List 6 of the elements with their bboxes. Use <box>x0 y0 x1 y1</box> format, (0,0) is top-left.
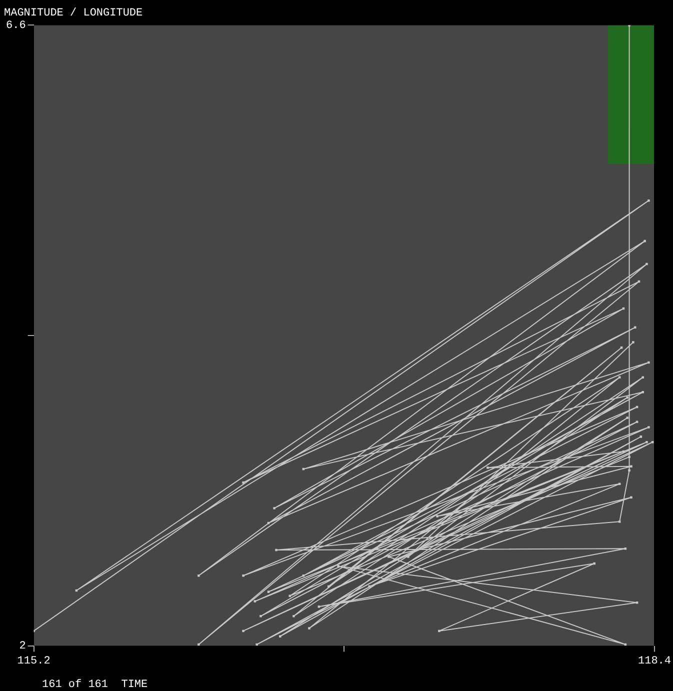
x-tick-label: 118.4 <box>638 655 672 668</box>
x-tick-label: 115.2 <box>17 655 50 668</box>
text: 161 of 161 TIME <box>42 679 148 691</box>
y-tick-label: 6.6 <box>6 20 26 32</box>
chart-title: MAGNITUDE / LONGITUDE <box>4 8 144 20</box>
y-tick-label: 2 <box>19 640 26 653</box>
